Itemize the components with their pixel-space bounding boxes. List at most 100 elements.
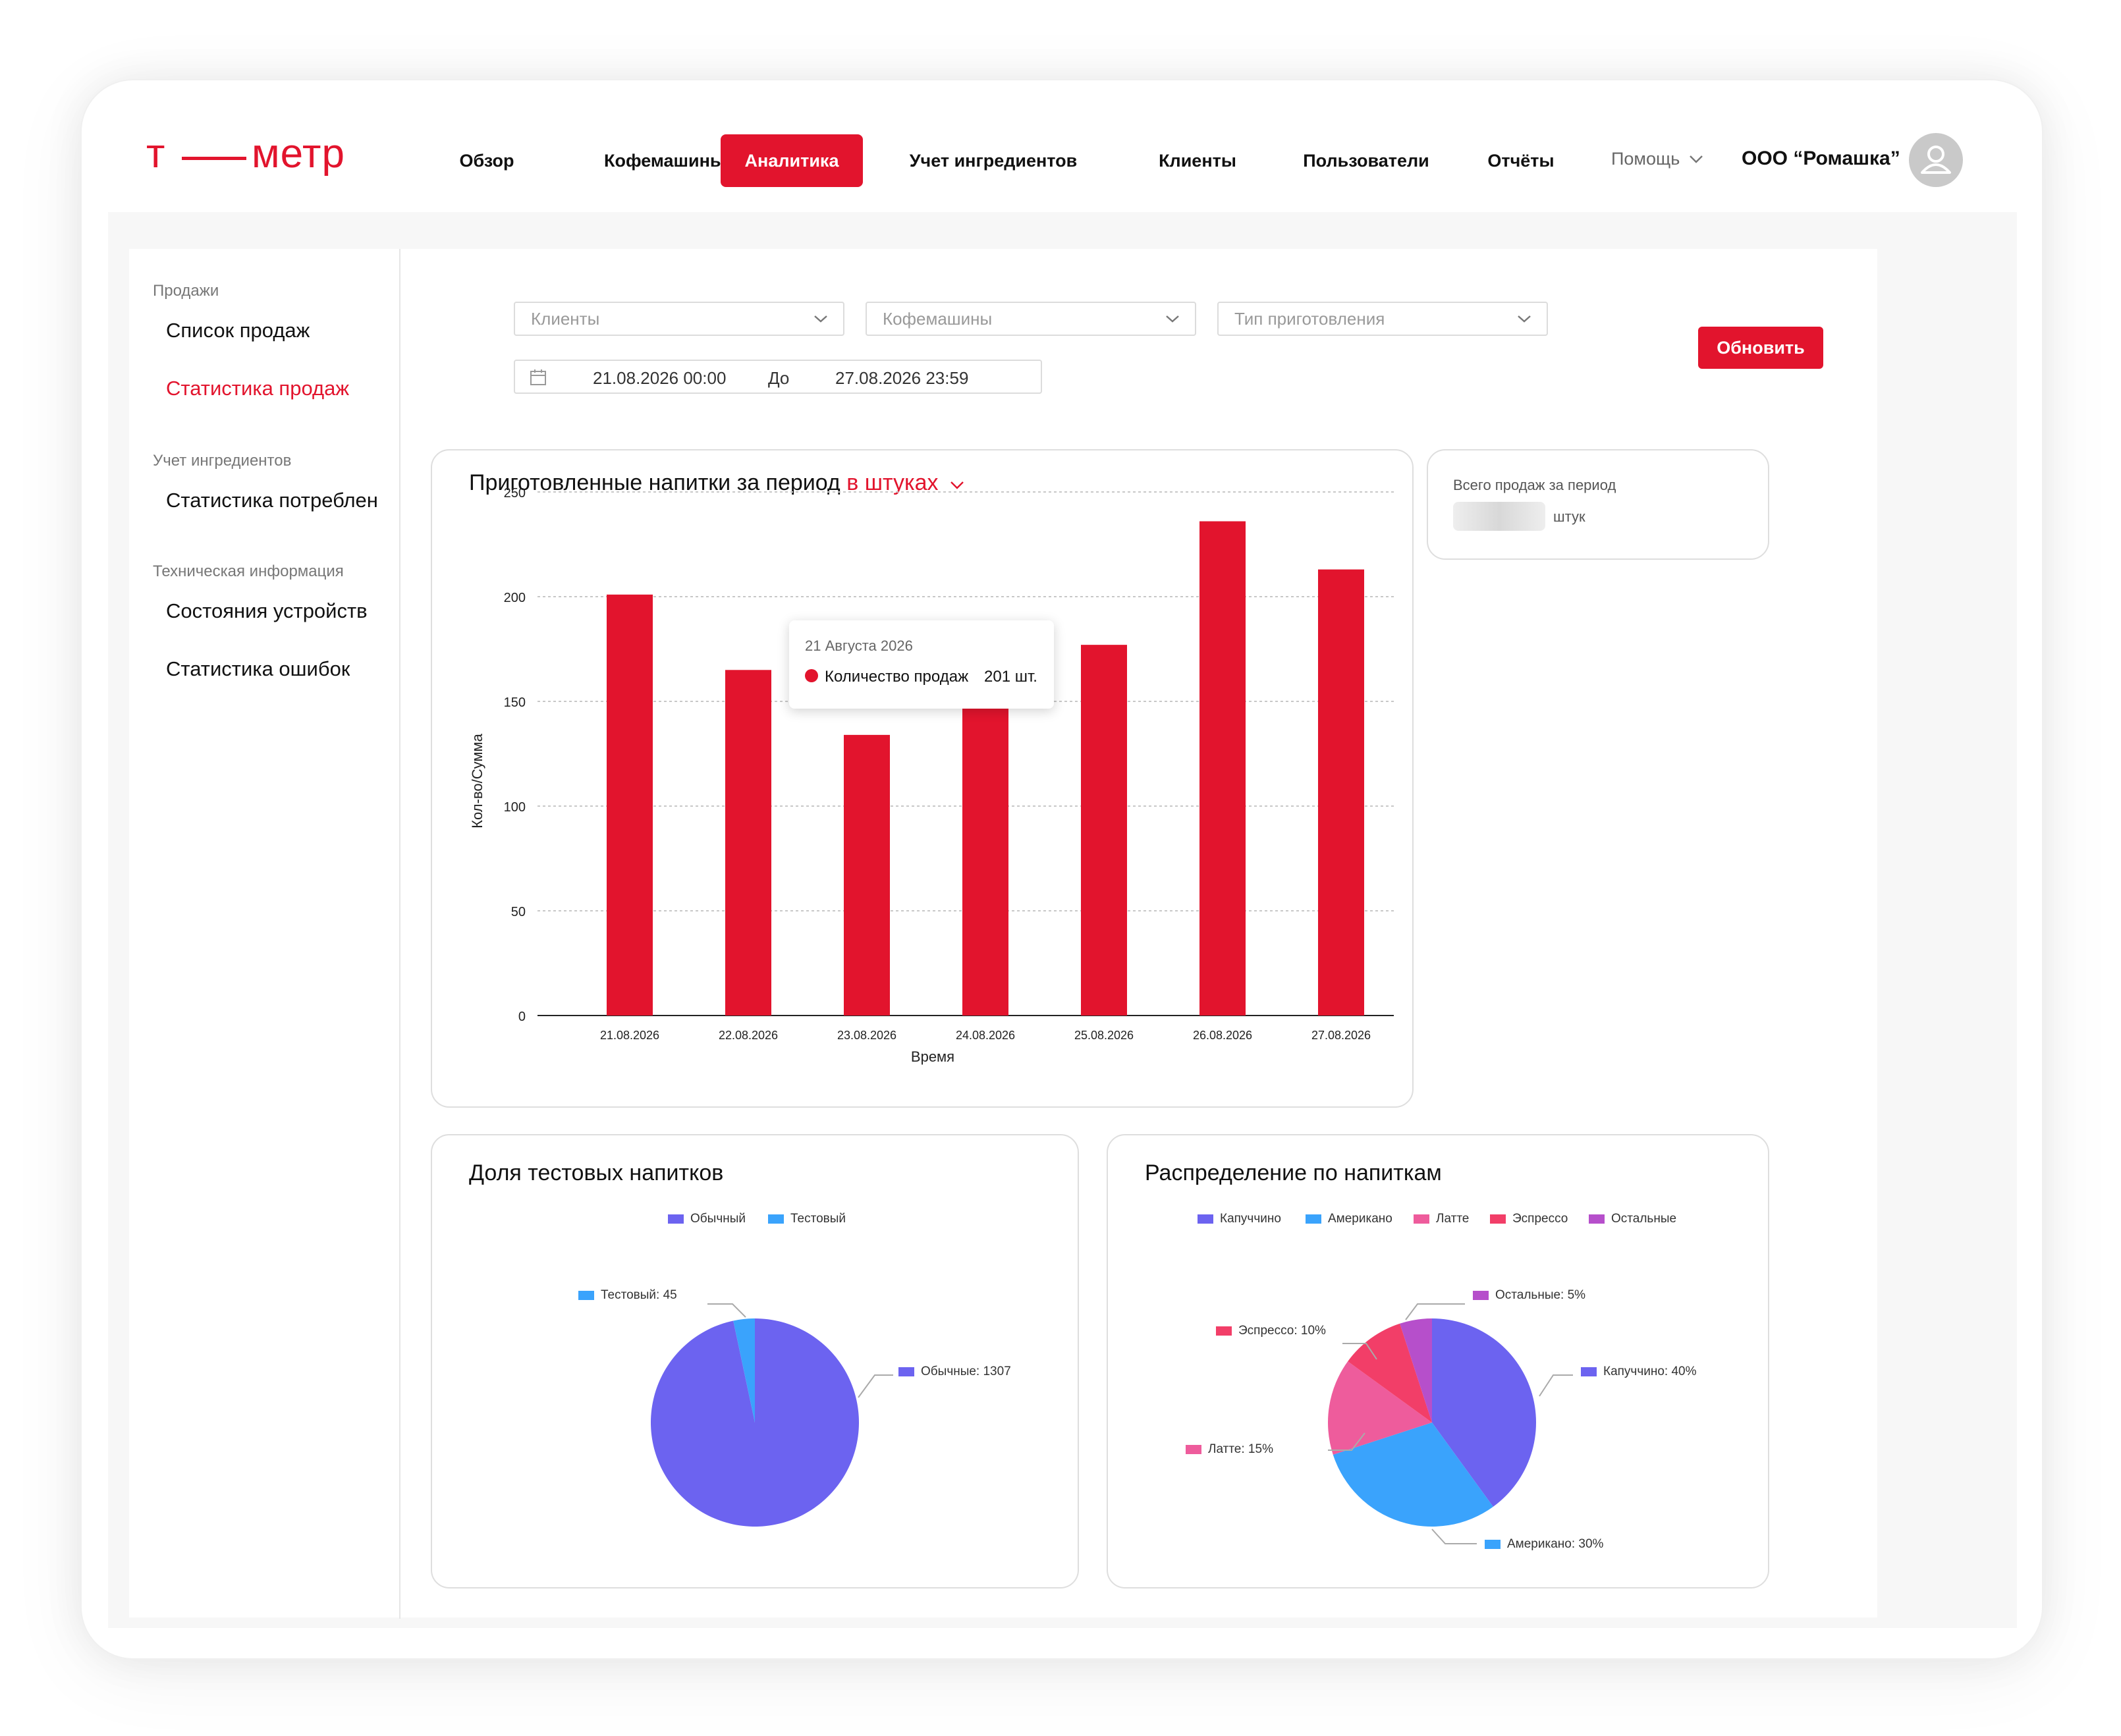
pie-slice (1328, 1361, 1432, 1455)
bar-chart-card: Приготовленные напитки за период в штука… (431, 449, 1414, 1108)
slice-label-test: Тестовый: 45 (578, 1288, 677, 1303)
help-menu[interactable]: Помощь (1611, 149, 1703, 169)
test-drinks-card: Доля тестовых напитков Обычный Тестовый … (431, 1134, 1079, 1588)
slice-label-other: Остальные: 5% (1473, 1288, 1585, 1303)
nav-coffee-machines[interactable]: Кофемашины (603, 150, 725, 171)
bar-chart-title: Приготовленные напитки за период в штука… (469, 470, 964, 496)
sidebar-item-error-stats[interactable]: Статистика ошибок (166, 657, 350, 680)
type-placeholder: Тип приготовления (1234, 308, 1385, 329)
pie-slice (1432, 1318, 1536, 1507)
leader-line (1328, 1432, 1365, 1451)
tooltip-series: Количество продаж (825, 668, 969, 686)
x-tick-label: 27.08.2026 (1311, 1029, 1371, 1042)
bar (1199, 521, 1246, 1016)
x-tick-label: 23.08.2026 (837, 1029, 896, 1042)
chevron-down-icon (1166, 315, 1179, 323)
x-tick-label: 26.08.2026 (1193, 1029, 1252, 1042)
bar-chart: 0 50 100 150 200 250 21.08.2026 22.08.2026 23.08… (469, 486, 1394, 1065)
user-icon (1921, 146, 1951, 174)
sidebar-divider (399, 249, 400, 1619)
date-to-label: До (768, 368, 790, 388)
total-unit: штук (1553, 508, 1585, 525)
chevron-down-icon (950, 481, 964, 489)
date-range-picker[interactable]: 21.08.2026 00:00 До 27.08.2026 23:59 (514, 360, 1042, 394)
nav-clients[interactable]: Клиенты (1159, 150, 1236, 171)
sidebar-item-consumption-stats[interactable]: Статистика потребления (166, 489, 379, 512)
pie-slice (733, 1318, 755, 1423)
y-tick-label: 100 (504, 800, 526, 815)
machines-select[interactable]: Кофемашины (866, 302, 1196, 336)
y-tick-label: 150 (504, 695, 526, 710)
y-tick-label: 250 (504, 486, 526, 501)
drinks-distribution-card: Распределение по напиткам Капуччино Амер… (1107, 1134, 1769, 1588)
bar (1318, 569, 1364, 1016)
chart-tooltip: 21 Августа 2026 Количество продаж 201 шт… (789, 620, 1054, 709)
nav-ingredients[interactable]: Учет ингредиентов (909, 150, 1078, 171)
bar (1081, 645, 1127, 1016)
pie-slice (651, 1318, 859, 1527)
sidebar-item-device-states[interactable]: Состояния устройств (166, 599, 368, 622)
nav-analytics[interactable]: Аналитика (721, 134, 863, 187)
legend-item-americano[interactable]: Американо (1306, 1212, 1392, 1226)
slice-label-regular: Обычные: 1307 (898, 1365, 1011, 1379)
company-name[interactable]: ООО “Ромашка” (1742, 148, 1900, 169)
calendar-icon (530, 369, 546, 385)
nav-reports[interactable]: Отчёты (1487, 150, 1555, 171)
slice-label-espresso: Эспрессо: 10% (1216, 1324, 1326, 1338)
logo[interactable]: т метр (146, 131, 345, 176)
y-tick-label: 50 (511, 905, 526, 919)
chevron-down-icon (1690, 155, 1703, 163)
nav-overview[interactable]: Обзор (459, 150, 514, 171)
leader-line (1431, 1529, 1477, 1544)
bar (844, 734, 890, 1016)
sidebar-section-ingredients: Учет ингредиентов (153, 452, 292, 470)
nav-users[interactable]: Пользователи (1303, 150, 1429, 171)
total-value-placeholder (1453, 502, 1545, 531)
slice-label-americano: Американо: 30% (1485, 1537, 1603, 1552)
preparation-type-select[interactable]: Тип приготовления (1217, 302, 1548, 336)
sidebar-section-tech: Техническая информация (153, 562, 344, 580)
chevron-down-icon (814, 315, 827, 323)
legend-item-other[interactable]: Остальные (1589, 1212, 1676, 1226)
slice-label-latte: Латте: 15% (1186, 1442, 1273, 1457)
legend-item-espresso[interactable]: Эспрессо (1490, 1212, 1568, 1226)
x-tick-label: 24.08.2026 (956, 1029, 1015, 1042)
top-header: т метр Обзор Кофемашины Аналитика Учет и… (82, 80, 2042, 212)
bar (607, 594, 653, 1016)
y-tick-label: 0 (518, 1010, 526, 1024)
clients-select[interactable]: Клиенты (514, 302, 844, 336)
sidebar-item-sales-list[interactable]: Список продаж (166, 319, 310, 342)
tooltip-date: 21 Августа 2026 (805, 637, 913, 654)
leader-line (707, 1303, 746, 1318)
x-axis-label: Время (911, 1048, 954, 1065)
x-tick-label: 21.08.2026 (600, 1029, 659, 1042)
date-to[interactable]: 27.08.2026 23:59 (835, 368, 969, 388)
machines-placeholder: Кофемашины (883, 308, 993, 329)
legend-item-latte[interactable]: Латте (1414, 1212, 1469, 1226)
legend-item-regular[interactable]: Обычный (668, 1212, 746, 1226)
pie-slice (1400, 1318, 1432, 1423)
total-sales-card: Всего продаж за период штук (1427, 449, 1769, 560)
legend-item-cappuccino[interactable]: Капуччино (1198, 1212, 1281, 1226)
date-from[interactable]: 21.08.2026 00:00 (593, 368, 727, 388)
sidebar-item-sales-stats[interactable]: Статистика продаж (166, 377, 350, 400)
unit-selector[interactable]: в штуках (846, 470, 964, 495)
refresh-button[interactable]: Обновить (1698, 327, 1823, 369)
x-tick-label: 22.08.2026 (719, 1029, 778, 1042)
tooltip-value: 201 шт. (984, 668, 1037, 686)
y-tick-label: 200 (504, 591, 526, 605)
legend-item-test[interactable]: Тестовый (768, 1212, 846, 1226)
bar (725, 670, 771, 1016)
chevron-down-icon (1518, 315, 1531, 323)
x-tick-label: 25.08.2026 (1074, 1029, 1134, 1042)
leader-line (858, 1374, 893, 1398)
avatar[interactable] (1909, 133, 1963, 187)
y-axis-label: Кол-во/Сумма (469, 733, 485, 828)
app-window: т метр Обзор Кофемашины Аналитика Учет и… (80, 79, 2043, 1660)
leader-line (1539, 1374, 1573, 1397)
help-label: Помощь (1611, 149, 1680, 169)
clients-placeholder: Клиенты (531, 308, 600, 329)
bar (962, 707, 1008, 1016)
total-sales-title: Всего продаж за период (1453, 477, 1616, 493)
slice-label-cappuccino: Капуччино: 40% (1581, 1365, 1696, 1379)
